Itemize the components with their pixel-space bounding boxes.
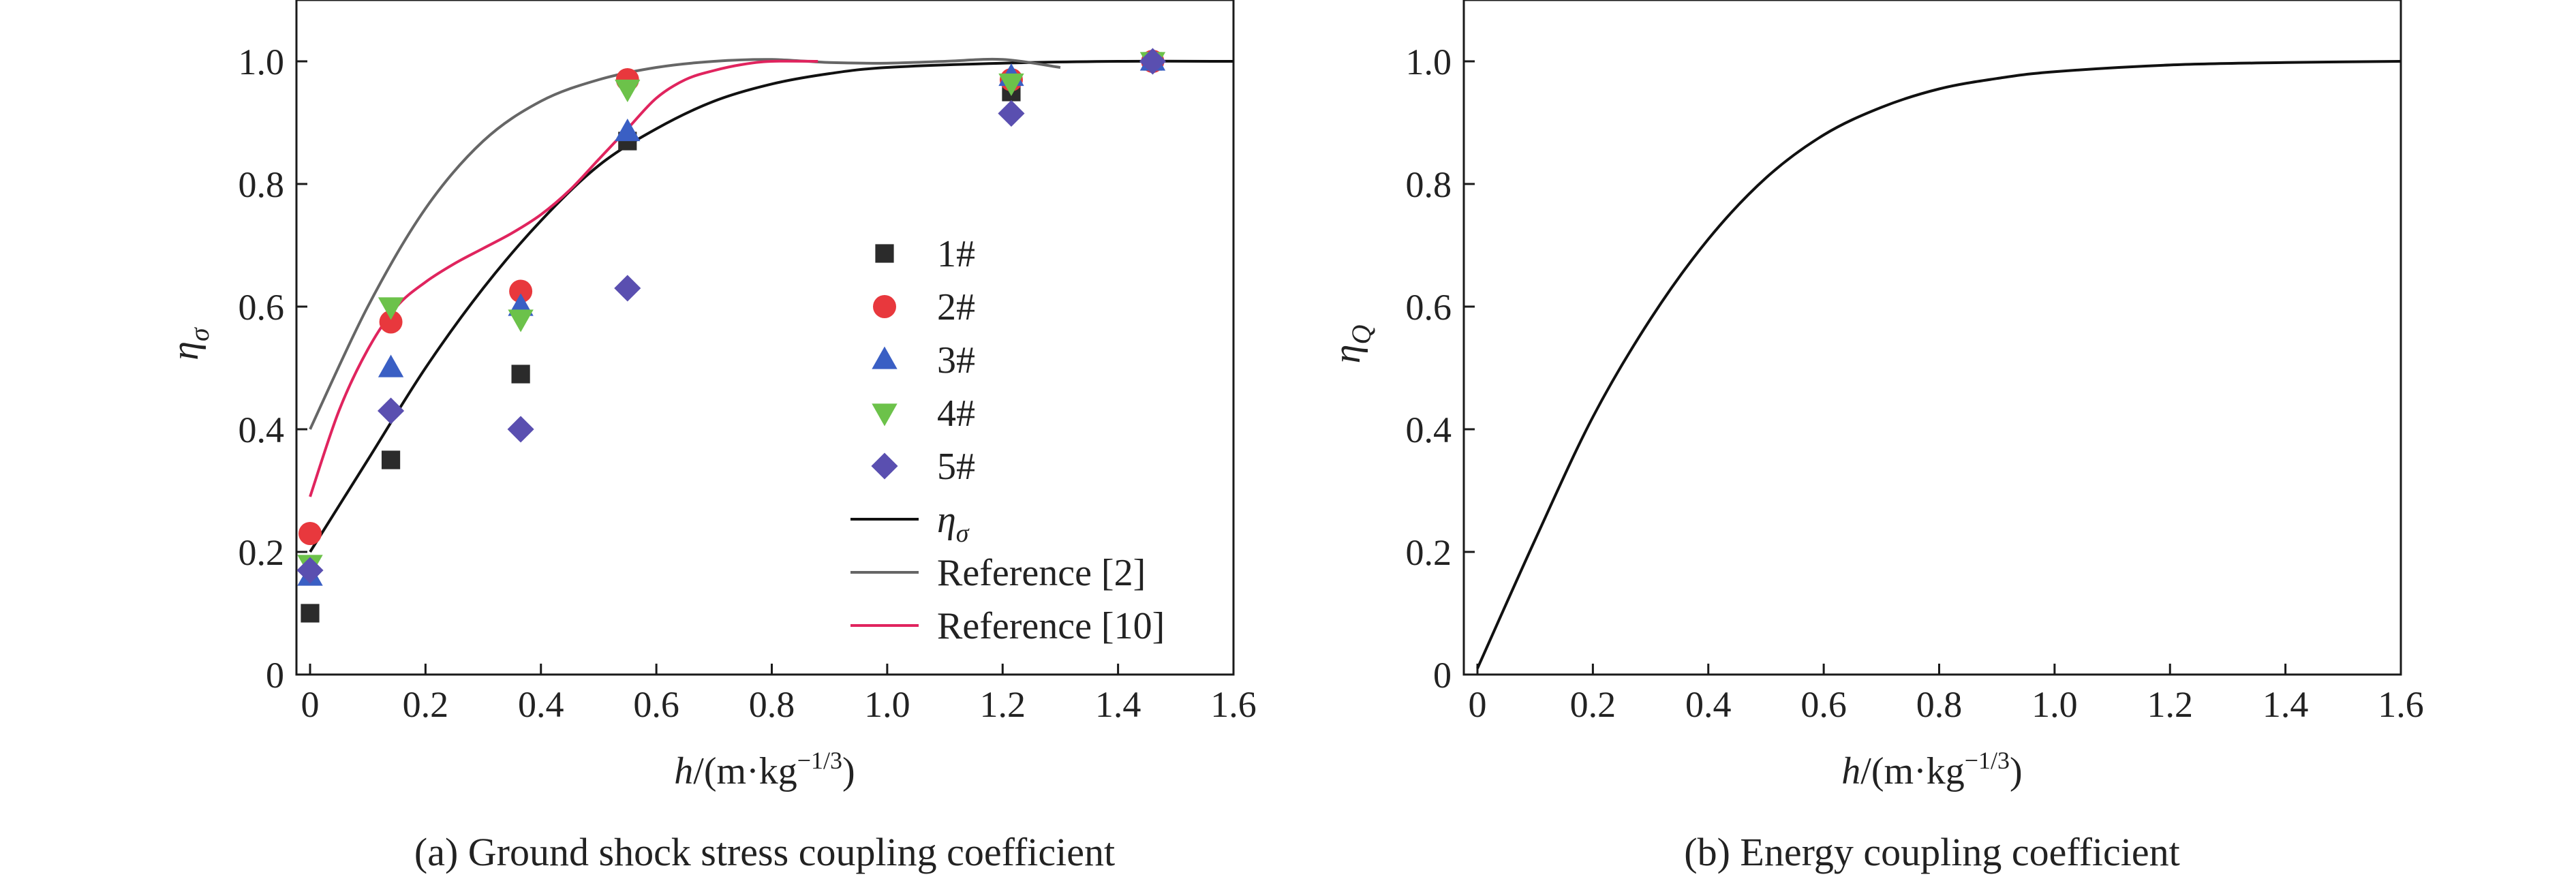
data-point-2: [379, 310, 403, 334]
caption-a: (a) Ground shock stress coupling coeffic…: [414, 830, 1115, 874]
legend-label: ησ: [937, 499, 970, 548]
y-tick-label: 0.8: [1406, 164, 1452, 205]
data-point-5: [378, 397, 405, 424]
y-tick-label: 0.6: [1406, 287, 1452, 328]
panel-a: 0 0.2 0.4 0.6 0.8 1.0 1.2 1.4 1.6 0 0.2 0.4 0.6 0.8 1.…: [164, 0, 1257, 874]
plot-area-a: [295, 0, 1235, 676]
data-point-5: [1139, 48, 1166, 75]
legend-label: 3#: [937, 339, 975, 382]
axis-ticks-a: 0 0.2 0.4 0.6 0.8 1.0 1.2 1.4 1.6 0 0.2 0.4 0.6 0.8 1.…: [239, 42, 1257, 725]
data-point-4: [378, 297, 404, 320]
x-tick-label: 0: [301, 684, 320, 725]
x-tick-label: 1.4: [2263, 684, 2309, 725]
plot-area-b: [1462, 0, 2402, 676]
data-point-5: [507, 416, 534, 443]
legend-marker: [872, 403, 898, 427]
x-tick-label: 0: [1469, 684, 1487, 725]
y-tick-label: 0.4: [1406, 409, 1452, 450]
y-tick-label: 0.6: [239, 287, 285, 328]
x-tick-label: 0.6: [1800, 684, 1847, 725]
x-tick-label: 1.4: [1095, 684, 1141, 725]
data-point-5: [614, 275, 641, 302]
panel-b: 0 0.2 0.4 0.6 0.8 1.0 1.2 1.4 1.6 0 0.2 0.4 0.6 0.8 1.…: [1326, 0, 2424, 874]
data-point-4: [508, 309, 534, 333]
data-point-2: [298, 522, 322, 545]
x-tick-label: 0.8: [749, 684, 795, 725]
x-tick-label: 0.8: [1916, 684, 1963, 725]
x-axis-title-a: h/(m·kg−1/3): [674, 747, 855, 792]
legend-label: 2#: [937, 286, 975, 328]
x-tick-label: 1.0: [864, 684, 910, 725]
data-point-1: [511, 365, 530, 384]
data-point-4: [615, 79, 641, 103]
data-point-1: [301, 604, 320, 623]
axis-ticks-b: 0 0.2 0.4 0.6 0.8 1.0 1.2 1.4 1.6 0 0.2 0.4 0.6 0.8 1.…: [1406, 42, 2424, 725]
curve-a: [309, 57, 1061, 430]
y-tick-label: 1.0: [239, 42, 285, 82]
data-point-5: [998, 99, 1025, 127]
legend-label: 1#: [937, 233, 975, 275]
legend-marker: [875, 244, 894, 263]
y-tick-label: 0.8: [239, 164, 285, 205]
legend-marker: [872, 346, 898, 369]
curve-b: [1476, 60, 2402, 669]
y-tick-label: 0: [1433, 655, 1452, 696]
legend-marker: [871, 452, 898, 480]
y-axis-title-b: ηQ: [1326, 325, 1377, 364]
points-a: [296, 48, 1166, 623]
legend-label: 4#: [937, 392, 975, 435]
x-tick-label: 1.2: [2147, 684, 2194, 725]
legend-label: Reference [10]: [937, 605, 1165, 647]
data-point-4: [998, 73, 1024, 97]
x-tick-label: 0.2: [403, 684, 449, 725]
curve-a: [309, 59, 1234, 553]
x-tick-label: 0.4: [518, 684, 564, 725]
x-axis-title-b: h/(m·kg−1/3): [1841, 747, 2022, 792]
data-point-5: [296, 557, 324, 584]
y-tick-label: 0.2: [239, 532, 285, 573]
x-tick-label: 1.2: [980, 684, 1026, 725]
legend-label: Reference [2]: [937, 552, 1146, 594]
legend-label: 5#: [937, 446, 975, 488]
data-point-3: [378, 354, 404, 377]
curves-b: [1476, 60, 2402, 669]
curves-a: [309, 57, 1234, 553]
legend-marker: [873, 295, 896, 318]
y-tick-label: 1.0: [1406, 42, 1452, 82]
x-tick-label: 0.4: [1685, 684, 1732, 725]
y-tick-label: 0.2: [1406, 532, 1452, 573]
x-tick-label: 1.6: [1210, 684, 1257, 725]
x-tick-label: 1.6: [2378, 684, 2424, 725]
y-axis-title-a: ησ: [164, 327, 215, 360]
y-tick-label: 0.4: [239, 409, 285, 450]
x-tick-label: 0.2: [1570, 684, 1616, 725]
x-tick-label: 1.0: [2031, 684, 2078, 725]
data-point-3: [615, 118, 641, 142]
data-point-2: [509, 279, 533, 303]
curve-a: [309, 59, 818, 497]
x-tick-label: 0.6: [633, 684, 679, 725]
y-tick-label: 0: [266, 655, 284, 696]
data-point-1: [381, 450, 401, 469]
caption-b: (b) Energy coupling coefficient: [1684, 830, 2179, 874]
